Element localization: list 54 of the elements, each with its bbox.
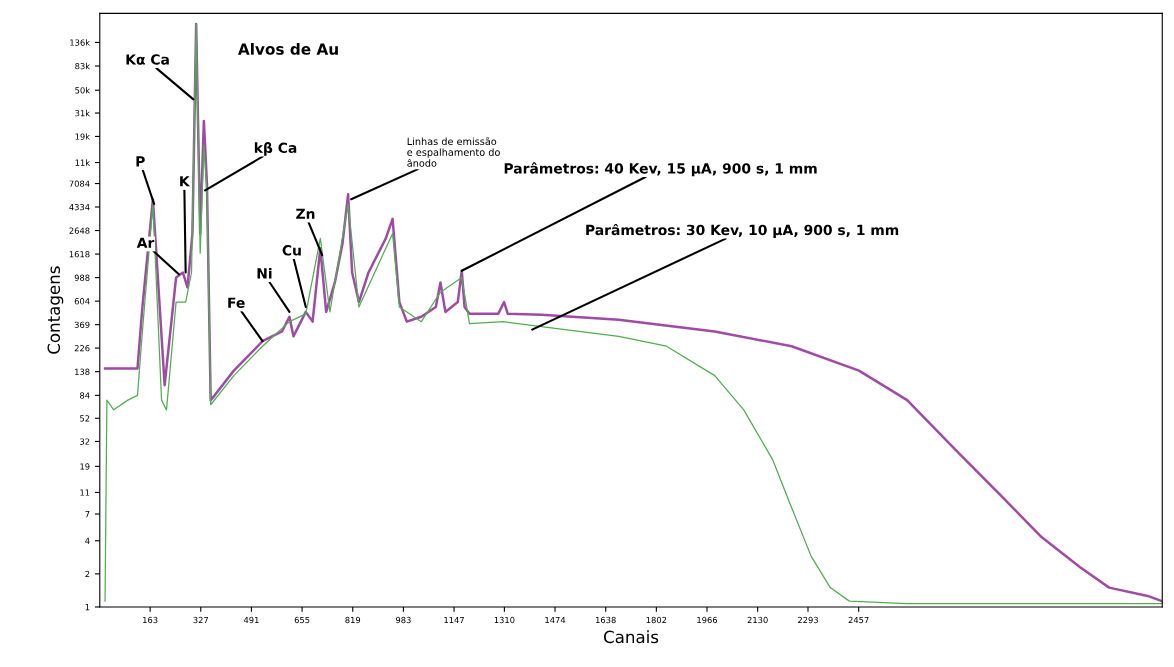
annotation: Cu bbox=[282, 245, 301, 256]
annotation: Parâmetros: 30 Kev, 10 µA, 900 s, 1 mm bbox=[586, 223, 899, 238]
x-tick-label: 655 bbox=[294, 616, 310, 624]
annotation: P bbox=[136, 156, 145, 167]
y-tick-label: 226 bbox=[74, 345, 90, 352]
y-tick-label: 988 bbox=[74, 274, 90, 281]
y-tick-label: 136k bbox=[70, 39, 91, 46]
annotation: kβ Ca bbox=[254, 142, 297, 156]
y-tick-label: 1618 bbox=[69, 251, 90, 258]
x-tick-label: 819 bbox=[345, 616, 361, 624]
y-tick-label: 83k bbox=[75, 62, 91, 70]
x-tick-label: 1310 bbox=[494, 616, 515, 624]
x-axis-title: Canais bbox=[603, 630, 659, 644]
y-tick-label: 604 bbox=[74, 298, 90, 305]
y-tick-label: 11 bbox=[80, 489, 90, 496]
annotation: K bbox=[180, 176, 191, 187]
x-tick-label: 983 bbox=[395, 616, 411, 624]
x-tick-label: 491 bbox=[243, 616, 259, 624]
annotation: Ni bbox=[257, 267, 272, 279]
y-tick-label: 2648 bbox=[69, 227, 90, 234]
y-tick-label: 19k bbox=[75, 133, 91, 140]
y-tick-label: 7084 bbox=[69, 180, 90, 187]
y-tick-label: 52 bbox=[80, 415, 90, 422]
x-tick-label: 327 bbox=[193, 616, 209, 624]
y-tick-label: 2 bbox=[85, 570, 90, 578]
y-tick-label: 31k bbox=[75, 109, 91, 117]
text: Alvos de Au bbox=[237, 43, 338, 55]
x-tick-label: 2457 bbox=[848, 616, 869, 624]
x-tick-label: 1802 bbox=[646, 616, 667, 624]
annotation: Ar bbox=[136, 237, 155, 248]
x-tick-label: 2293 bbox=[798, 616, 818, 624]
y-tick-label: 369 bbox=[74, 321, 90, 328]
x-tick-label: 1638 bbox=[596, 616, 616, 624]
y-tick-label: 32 bbox=[80, 438, 90, 445]
annotation: Zn bbox=[296, 208, 315, 219]
y-tick-label: 1 bbox=[85, 604, 90, 611]
y-axis-title: Contagens bbox=[47, 266, 64, 354]
y-tick-label: 19 bbox=[80, 463, 90, 470]
y-tick-label: 4 bbox=[85, 537, 90, 544]
annotation: Parâmetros: 40 Kev, 15 µA, 900 s, 1 mm bbox=[504, 162, 817, 177]
annotation: Kα Ca bbox=[126, 54, 169, 65]
y-tick-label: 7 bbox=[85, 511, 90, 518]
x-tick-label: 2130 bbox=[747, 616, 768, 624]
annotation: Fe bbox=[228, 297, 245, 308]
x-tick-label: 1474 bbox=[545, 616, 566, 624]
y-tick-label: 84 bbox=[80, 392, 90, 399]
y-tick-label: 50k bbox=[75, 87, 91, 94]
y-tick-label: 4334 bbox=[69, 203, 90, 211]
y-tick-label: 11k bbox=[75, 159, 91, 166]
annotation: Linhas de emissão e espalhamento do ânodo bbox=[407, 137, 500, 167]
y-tick-label: 138 bbox=[75, 368, 90, 375]
x-tick-label: 163 bbox=[143, 616, 158, 624]
x-tick-label: 1147 bbox=[444, 616, 464, 624]
x-tick-label: 1966 bbox=[697, 616, 718, 624]
